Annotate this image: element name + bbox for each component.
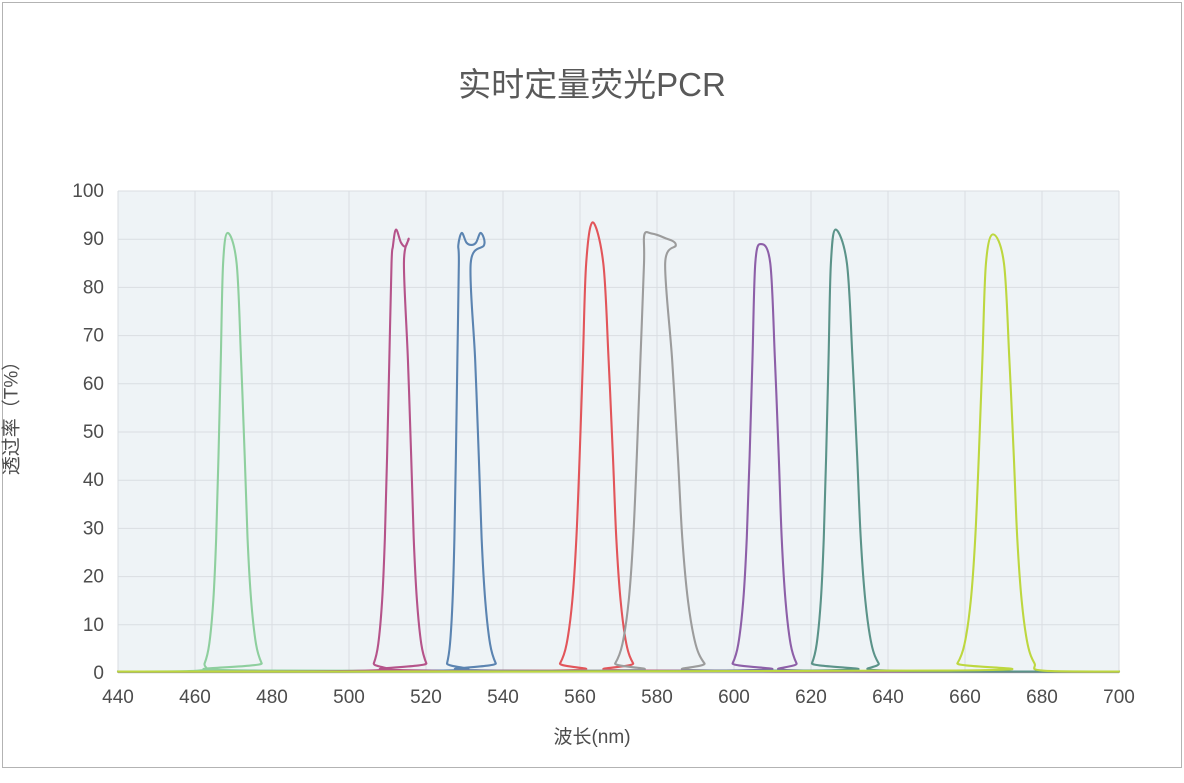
svg-text:100: 100	[72, 181, 104, 202]
svg-text:700: 700	[1103, 687, 1135, 708]
svg-text:480: 480	[256, 687, 288, 708]
svg-text:580: 580	[641, 687, 673, 708]
svg-text:680: 680	[1026, 687, 1058, 708]
svg-text:620: 620	[795, 687, 827, 708]
svg-text:0: 0	[93, 663, 104, 684]
svg-text:50: 50	[83, 422, 104, 443]
svg-text:520: 520	[410, 687, 442, 708]
svg-text:440: 440	[102, 687, 134, 708]
svg-text:560: 560	[564, 687, 596, 708]
svg-text:60: 60	[83, 374, 104, 395]
svg-text:640: 640	[872, 687, 904, 708]
svg-text:30: 30	[83, 518, 104, 539]
svg-text:70: 70	[83, 326, 104, 347]
svg-text:460: 460	[179, 687, 211, 708]
svg-text:10: 10	[83, 615, 104, 636]
svg-text:500: 500	[333, 687, 365, 708]
svg-text:80: 80	[83, 277, 104, 298]
svg-text:40: 40	[83, 470, 104, 491]
svg-text:660: 660	[949, 687, 981, 708]
svg-text:90: 90	[83, 229, 104, 250]
svg-text:540: 540	[487, 687, 519, 708]
svg-text:600: 600	[718, 687, 750, 708]
svg-text:20: 20	[83, 567, 104, 588]
